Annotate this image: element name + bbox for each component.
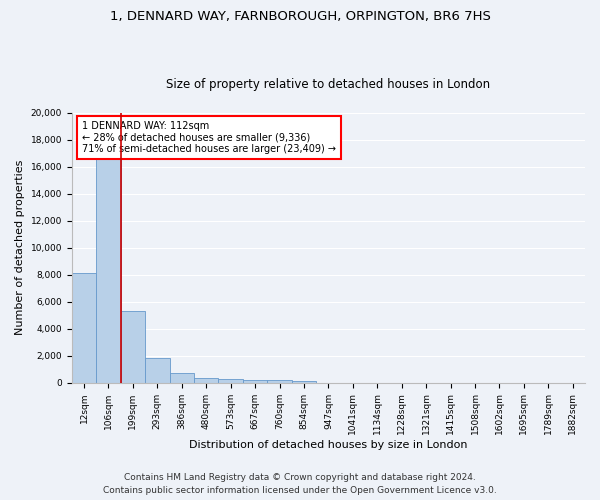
Bar [121,311,145,382]
Title: Size of property relative to detached houses in London: Size of property relative to detached ho… [166,78,490,91]
Text: Contains HM Land Registry data © Crown copyright and database right 2024.
Contai: Contains HM Land Registry data © Crown c… [103,474,497,495]
Bar [292,380,316,382]
Text: 1, DENNARD WAY, FARNBOROUGH, ORPINGTON, BR6 7HS: 1, DENNARD WAY, FARNBOROUGH, ORPINGTON, … [110,10,490,23]
Text: 1 DENNARD WAY: 112sqm
← 28% of detached houses are smaller (9,336)
71% of semi-d: 1 DENNARD WAY: 112sqm ← 28% of detached … [82,121,336,154]
Bar [96,158,121,382]
Bar [170,373,194,382]
Bar [145,358,170,382]
Bar [243,380,267,382]
Bar [218,379,243,382]
Bar [72,274,96,382]
Bar [267,380,292,382]
Bar [194,378,218,382]
X-axis label: Distribution of detached houses by size in London: Distribution of detached houses by size … [189,440,467,450]
Y-axis label: Number of detached properties: Number of detached properties [15,160,25,336]
